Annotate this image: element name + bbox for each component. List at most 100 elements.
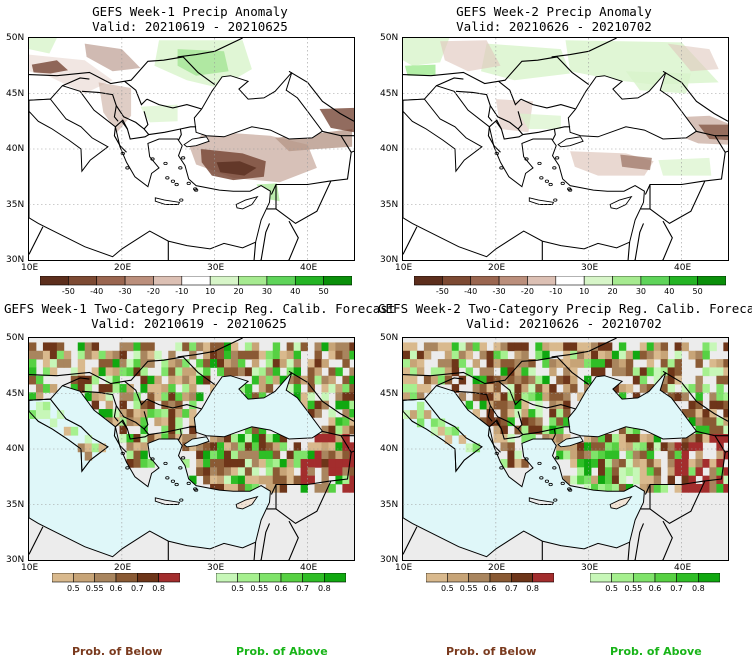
colorbar-tick-label: 0.8 (691, 584, 705, 593)
map-panel-week2-anomaly (402, 37, 729, 261)
colorbar-swatch (137, 573, 159, 583)
colorbar-tick-label: -10 (549, 287, 563, 296)
colorbar-tick-label: 0.55 (85, 584, 104, 593)
colorbar-swatch (442, 276, 472, 286)
aegean-islands (120, 151, 199, 202)
colorbar-swatch (698, 573, 720, 583)
cyprus-island (235, 195, 259, 210)
italy-coast (29, 98, 109, 173)
colorbar-swatch (470, 276, 500, 286)
colorbar-tick-label: 50 (318, 287, 329, 296)
colorbar-tick-label: -20 (520, 287, 534, 296)
colorbar-tick-label: 30 (635, 287, 646, 296)
anomaly-map-1 (29, 38, 354, 260)
colorbar-swatch (237, 573, 260, 583)
cyprus-island (609, 495, 633, 510)
colorbar-swatch (181, 276, 211, 286)
colorbar-swatch (583, 276, 613, 286)
colorbar-tick-label: -20 (146, 287, 160, 296)
colorbar-swatch (697, 276, 726, 286)
colorbar-tick-label: 10 (205, 287, 216, 296)
probability-map-1 (29, 338, 354, 560)
colorbar-swatch (323, 276, 352, 286)
colorbar-swatch (73, 573, 95, 583)
italy-coast (403, 98, 483, 173)
graticule (403, 338, 728, 560)
colorbar-swatch (324, 573, 346, 583)
colorbar-swatch (158, 573, 180, 583)
colorbar-swatch (590, 573, 612, 583)
colorbar-tick-label: -50 (435, 287, 449, 296)
legend-prob-below-1: Prob. of Below (72, 645, 163, 658)
country-borders (403, 338, 728, 560)
graticule (29, 38, 354, 260)
legend-prob-below-2: Prob. of Below (446, 645, 537, 658)
sea-of-marmara (183, 436, 210, 448)
aegean-islands (494, 151, 573, 202)
colorbar-tick-label: -40 (464, 287, 478, 296)
colorbar-tick-label: -40 (90, 287, 104, 296)
legend-prob-above-2: Prob. of Above (610, 645, 702, 658)
colorbar-swatch (40, 276, 69, 286)
colorbar-swatch (654, 573, 677, 583)
colorbar-swatch (68, 276, 98, 286)
colorbar-swatch (94, 573, 117, 583)
graticule (403, 38, 728, 260)
colorbar-tick-label: 30 (261, 287, 272, 296)
colorbar-tick-label: 10 (579, 287, 590, 296)
colorbar-tick-label: 0.5 (440, 584, 454, 593)
panel2-title: GEFS Week-2 Precip Anomaly Valid: 2021062… (456, 4, 652, 34)
aegean-islands (494, 451, 573, 502)
colorbar-swatch (468, 573, 491, 583)
colorbar-tick-label: 0.5 (231, 584, 245, 593)
colorbar-swatch (280, 573, 303, 583)
colorbar-swatch (611, 573, 634, 583)
colorbar-swatch (52, 573, 74, 583)
colorbar-tick-label: 0.8 (152, 584, 166, 593)
graticule (29, 338, 354, 560)
panel3-title: GEFS Week-1 Two-Category Precip Reg. Cal… (4, 301, 396, 331)
mediterranean-sea (403, 85, 645, 258)
colorbar-swatch (216, 573, 238, 583)
sea-of-marmara (183, 136, 210, 148)
colorbar-tick-label: 0.55 (250, 584, 269, 593)
country-borders (29, 38, 354, 260)
sea-of-marmara (557, 436, 584, 448)
anomaly-map-2 (403, 38, 728, 260)
colorbar-swatch (498, 276, 528, 286)
colorbar-tick-label: 0.8 (317, 584, 331, 593)
colorbar-swatch (676, 573, 699, 583)
colorbar-swatch (153, 276, 183, 286)
colorbar-swatch (294, 276, 324, 286)
colorbar-swatch (527, 276, 557, 286)
sea-of-marmara (557, 136, 584, 148)
colorbar-swatch (426, 573, 448, 583)
colorbar-swatch (447, 573, 469, 583)
prob-above-colorbar-1: 0.5 0.55 0.6 0.7 0.8 (216, 573, 346, 595)
colorbar-swatch (302, 573, 325, 583)
mediterranean-sea (29, 85, 271, 258)
probability-map-2 (403, 338, 728, 560)
colorbar-swatch (511, 573, 533, 583)
colorbar-tick-label: 0.5 (66, 584, 80, 593)
anomaly-colorbar-1: -50 -40 -30 -20 -10 10 20 30 40 50 (40, 276, 352, 298)
map-panel-week1-probability (28, 337, 355, 561)
anomaly-colorbar-2: -50 -40 -30 -20 -10 10 20 30 40 50 (414, 276, 726, 298)
map-panel-week1-anomaly (28, 37, 355, 261)
cyprus-island (609, 195, 633, 210)
colorbar-swatch (209, 276, 239, 286)
colorbar-tick-label: -30 (118, 287, 132, 296)
colorbar-tick-label: 40 (290, 287, 301, 296)
colorbar-swatch (96, 276, 126, 286)
colorbar-tick-label: 0.6 (483, 584, 497, 593)
colorbar-tick-label: -30 (492, 287, 506, 296)
colorbar-tick-label: 20 (607, 287, 618, 296)
colorbar-tick-label: 0.6 (274, 584, 288, 593)
legend-prob-above-1: Prob. of Above (236, 645, 328, 658)
colorbar-tick-label: 0.8 (526, 584, 540, 593)
colorbar-tick-label: 0.7 (670, 584, 684, 593)
colorbar-swatch (115, 573, 138, 583)
prob-below-colorbar-2: 0.5 0.55 0.6 0.7 0.8 (426, 573, 554, 595)
prob-below-colorbar-1: 0.5 0.55 0.6 0.7 0.8 (52, 573, 180, 595)
prob-above-colorbar-2: 0.5 0.55 0.6 0.7 0.8 (590, 573, 720, 595)
